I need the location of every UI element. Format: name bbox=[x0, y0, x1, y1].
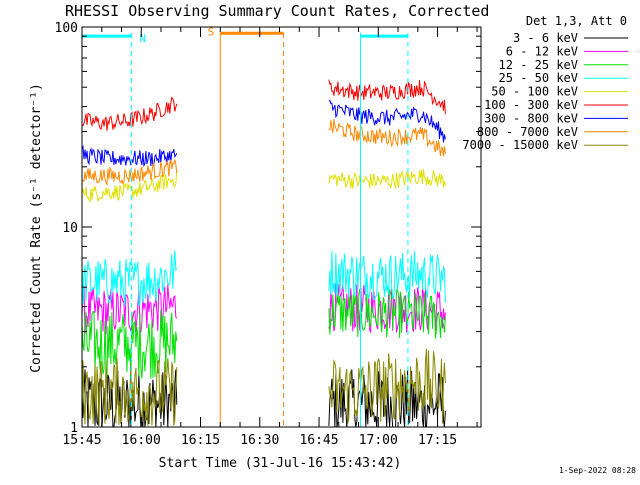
x-tick-label-0: 15:45 bbox=[62, 433, 101, 448]
series-trace-8-seg-1 bbox=[328, 348, 446, 424]
series-trace-7-seg-1 bbox=[328, 118, 446, 157]
x-tick-label-5: 17:00 bbox=[359, 433, 398, 448]
legend-label-5: 100 - 300 keV bbox=[484, 98, 578, 112]
x-tick-label-2: 16:15 bbox=[181, 433, 220, 448]
series-trace-6-seg-1 bbox=[328, 99, 446, 143]
series-trace-3-seg-1 bbox=[328, 251, 446, 303]
series-trace-1-seg-0 bbox=[81, 284, 178, 335]
y-tick-label-0: 1 bbox=[70, 421, 78, 436]
legend-label-8: 7000 - 15000 keV bbox=[462, 138, 578, 152]
flag-label-s: S bbox=[208, 25, 215, 38]
y-tick-label-2: 100 bbox=[55, 21, 78, 36]
x-tick-label-1: 16:00 bbox=[122, 433, 161, 448]
legend-label-4: 50 - 100 keV bbox=[491, 85, 578, 99]
legend-label-7: 800 - 7000 keV bbox=[477, 125, 578, 139]
series-trace-5-seg-0 bbox=[81, 96, 178, 131]
legend-header: Det 1,3, Att 0 bbox=[526, 14, 627, 28]
series-trace-4-seg-1 bbox=[328, 169, 446, 190]
series-trace-5-seg-1 bbox=[328, 79, 446, 115]
series-trace-7-seg-0 bbox=[81, 159, 178, 187]
series-trace-3-seg-0 bbox=[81, 250, 178, 306]
series-trace-8-seg-0 bbox=[81, 357, 178, 427]
chart-title: RHESSI Observing Summary Count Rates, Co… bbox=[65, 2, 489, 20]
series-trace-6-seg-0 bbox=[81, 144, 178, 168]
x-tick-label-4: 16:45 bbox=[299, 433, 338, 448]
series-trace-2-seg-1 bbox=[328, 288, 446, 339]
legend-label-3: 25 - 50 keV bbox=[499, 71, 578, 85]
y-tick-label-1: 10 bbox=[62, 221, 78, 236]
x-tick-label-3: 16:30 bbox=[240, 433, 279, 448]
legend-label-2: 12 - 25 keV bbox=[499, 58, 578, 72]
legend-label-1: 6 - 12 keV bbox=[506, 44, 578, 58]
footer-timestamp: 1-Sep-2022 08:28 bbox=[559, 466, 636, 475]
legend-label-0: 3 - 6 keV bbox=[513, 31, 578, 45]
plot-area: N S 15:45 16:00 16:15 16:30 16:45 17:00 17:15 1 10… bbox=[55, 21, 482, 448]
x-tick-label-6: 17:15 bbox=[418, 433, 457, 448]
y-axis-label: Corrected Count Rate (s⁻¹ detector⁻¹) bbox=[29, 83, 44, 373]
x-axis-label: Start Time (31-Jul-16 15:43:42) bbox=[159, 456, 402, 471]
legend-label-6: 300 - 800 keV bbox=[484, 111, 578, 125]
series-trace-4-seg-0 bbox=[81, 170, 178, 204]
series-trace-2-seg-0 bbox=[81, 309, 178, 379]
flag-label-n: N bbox=[139, 32, 146, 45]
